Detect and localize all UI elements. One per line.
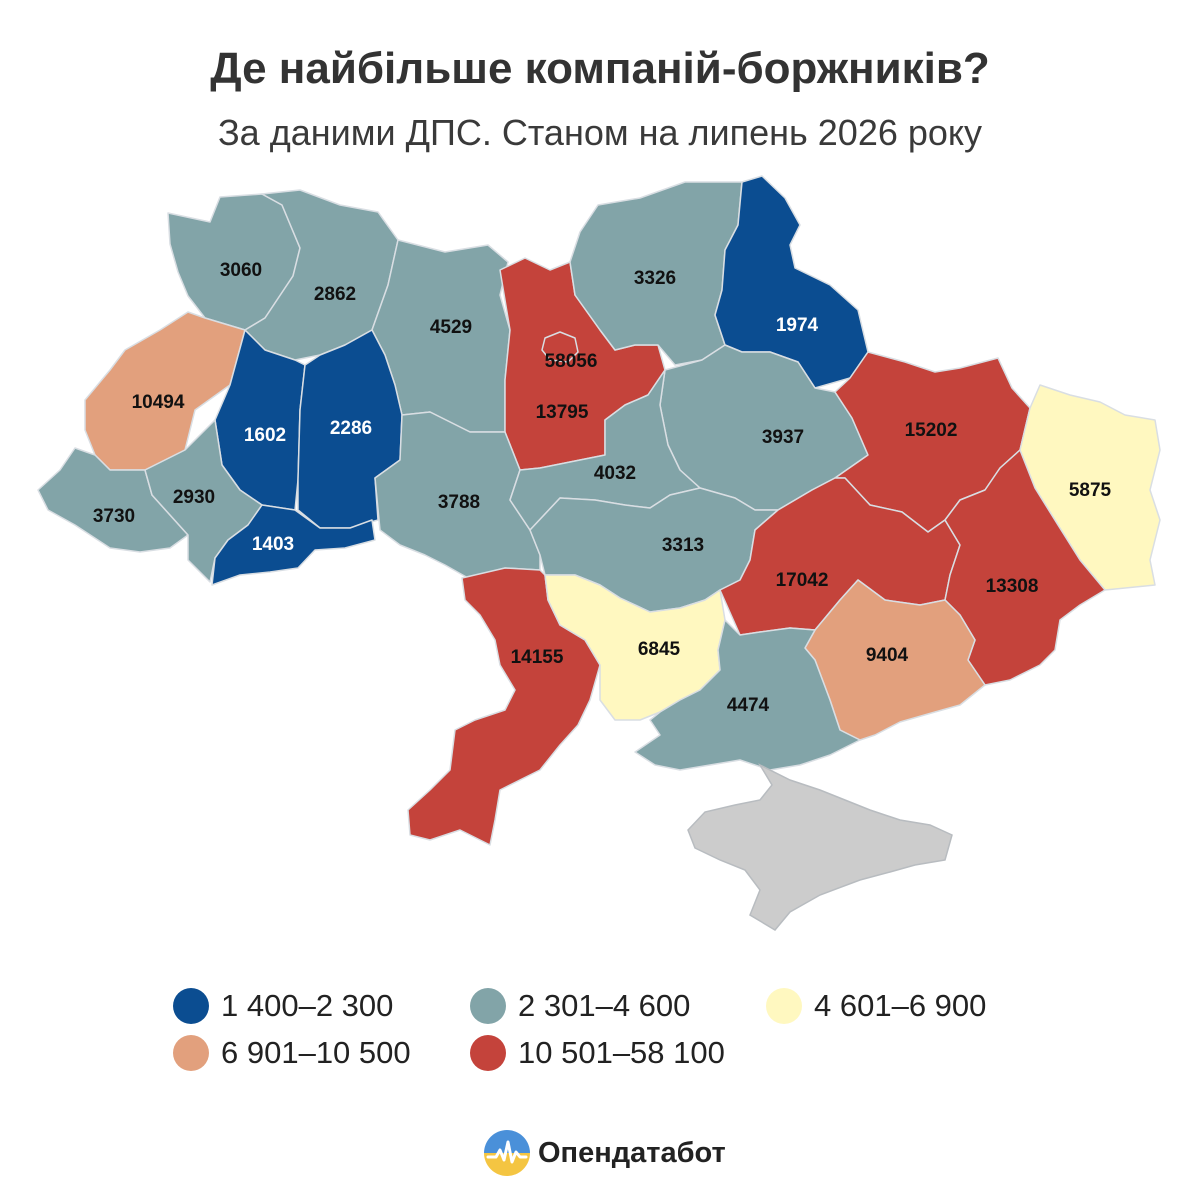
region-kyiv-city[interactable] (541, 331, 579, 363)
label-zakarpattia: 3730 (93, 506, 135, 527)
label-chernihiv: 3326 (634, 268, 676, 289)
brand[interactable]: Опендатабот (484, 1130, 726, 1176)
label-vinnytsia: 3788 (438, 492, 480, 513)
label-kirovohrad: 3313 (662, 535, 704, 556)
label-luhansk: 5875 (1069, 480, 1112, 501)
label-rivne: 2862 (314, 284, 356, 305)
label-cherkasy: 4032 (594, 463, 636, 484)
label-chernivtsi: 1403 (252, 534, 294, 555)
region-kherson[interactable] (634, 619, 861, 771)
label-kyiv-region: 13795 (536, 402, 589, 423)
brand-name: Опендатабот (538, 1136, 726, 1169)
page-subtitle: За даними ДПС. Станом на липень 2026 рок… (217, 112, 983, 153)
label-volyn: 3060 (220, 260, 262, 281)
label-zhytomyr: 4529 (430, 317, 472, 338)
region-vinnytsia[interactable] (374, 411, 541, 579)
region-crimea[interactable] (687, 763, 953, 931)
region-sumy[interactable] (714, 175, 869, 389)
label-khmelnytskyi: 2286 (330, 418, 372, 439)
label-ivano-frankivsk: 2930 (173, 487, 215, 508)
page-title: Де найбільше компаній-боржників? (210, 44, 990, 93)
label-lviv: 10494 (132, 392, 185, 413)
label-ternopil: 1602 (244, 425, 286, 446)
label-kyiv-city: 58056 (545, 351, 598, 372)
opendatabot-logo-icon (484, 1130, 530, 1176)
label-kherson: 4474 (727, 695, 770, 716)
label-zaporizhzhia: 9404 (866, 645, 909, 666)
label-poltava: 3937 (762, 427, 804, 448)
label-donetsk: 13308 (986, 576, 1039, 597)
label-sumy: 1974 (776, 315, 819, 336)
label-mykolaiv: 6845 (638, 639, 681, 660)
label-odesa: 14155 (511, 647, 564, 668)
label-kharkiv: 15202 (905, 420, 958, 441)
region-chernivtsi[interactable] (211, 504, 376, 586)
label-dnipropetrovsk: 17042 (776, 570, 829, 591)
